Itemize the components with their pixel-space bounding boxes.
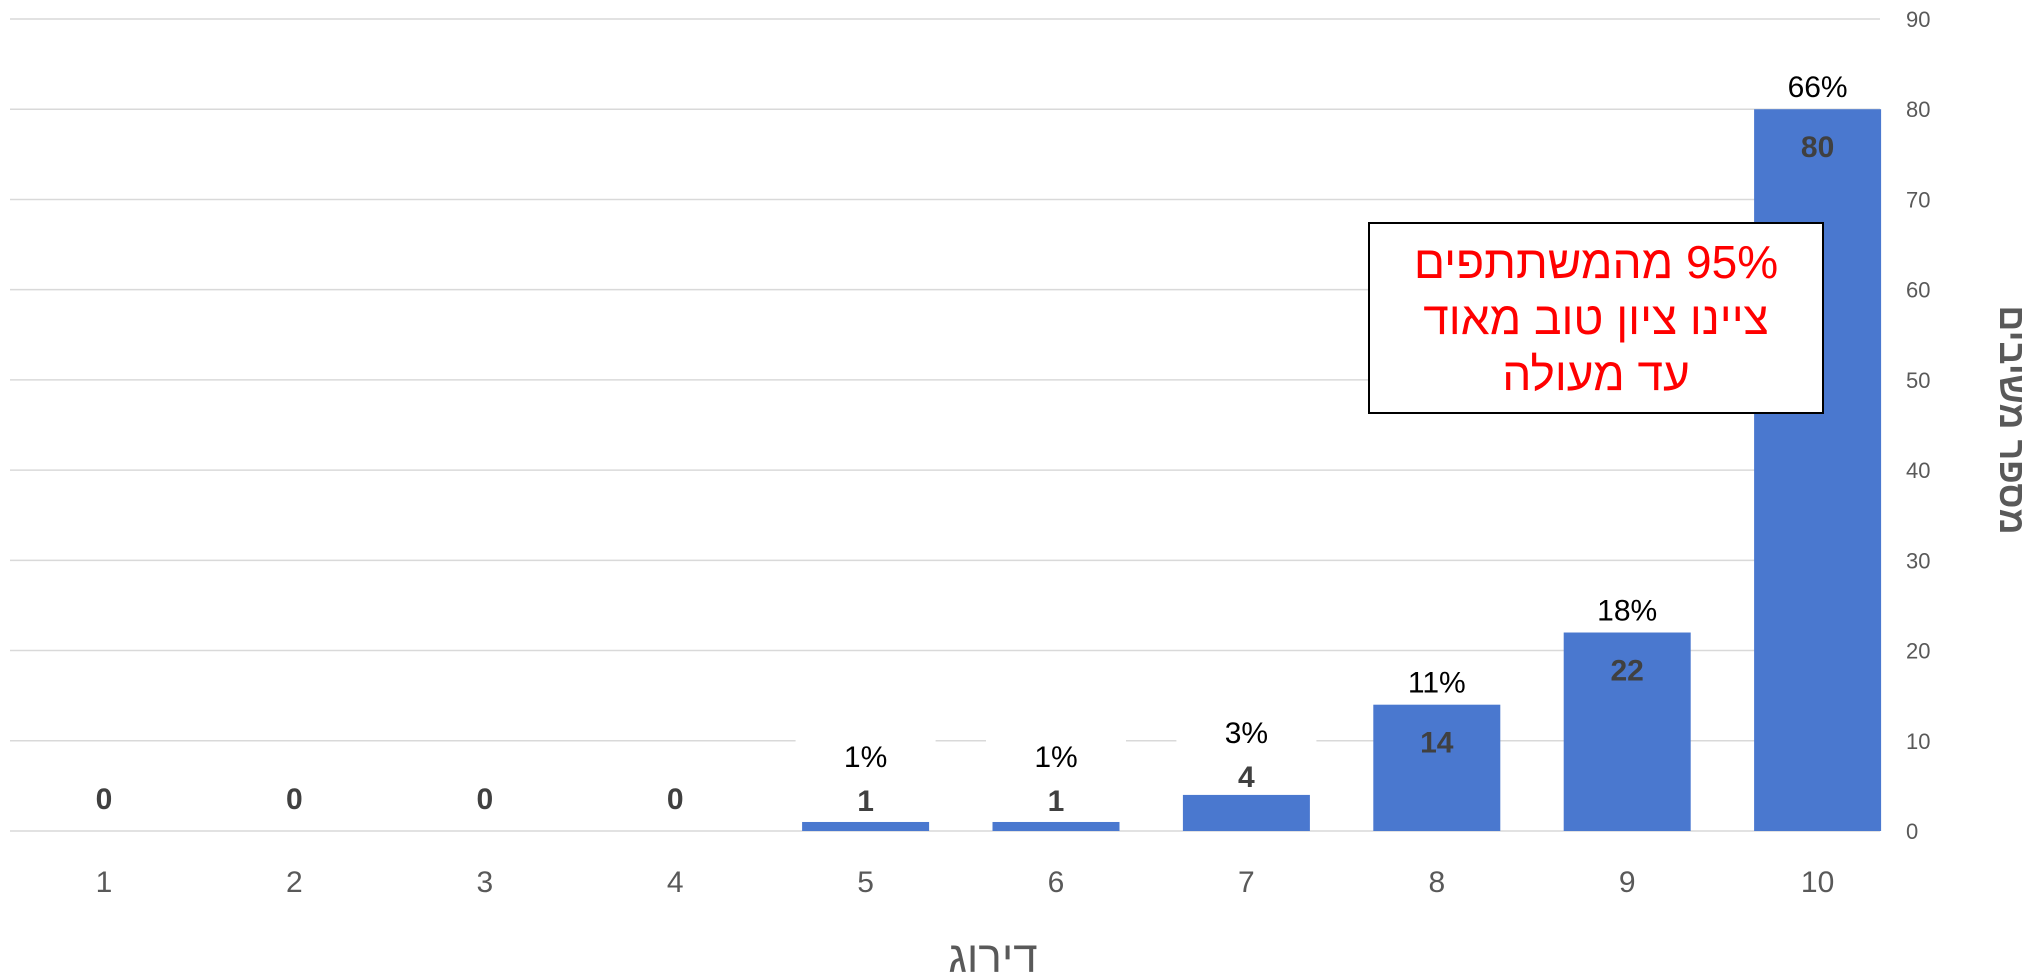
annotation-line-2: ציינו ציון טוב מאוד [1423,292,1769,344]
percent-label-bg [1366,662,1507,703]
percent-label-bg [795,737,936,777]
bar [992,821,1120,831]
value-label: 0 [476,783,493,816]
value-label: 0 [286,783,303,816]
value-label: 1 [1048,785,1065,818]
bar [1182,794,1310,831]
bar [1754,109,1882,831]
value-label: 0 [96,783,113,816]
bar [1373,704,1501,831]
x-axis-label: דירוג [948,933,1037,979]
percent-label-bg [986,737,1126,777]
bars [802,109,1882,831]
x-tick-label: 1 [96,866,113,899]
x-tick-label: 9 [1619,866,1636,899]
percent-label: 11% [1408,667,1466,700]
y-tick-label: 30 [1906,548,1930,573]
x-tick-label: 5 [857,866,874,899]
y-tick-label: 10 [1906,729,1930,754]
bar [1563,632,1691,831]
value-label: 1 [857,785,874,818]
y-axis-ticks: 0 10 20 30 40 50 60 70 80 90 [1906,7,1930,844]
x-tick-label: 10 [1801,866,1834,899]
y-tick-label: 50 [1906,368,1930,393]
y-tick-label: 70 [1906,187,1930,212]
annotation-line-3: עד מעולה [1502,348,1690,400]
annotation-callout: 95% מהמשתתפים ציינו ציון טוב מאוד עד מעו… [1368,222,1824,414]
value-label: 0 [667,783,684,816]
x-tick-label: 4 [667,866,684,899]
y-tick-label: 0 [1906,819,1918,844]
x-tick-label: 3 [476,866,493,899]
value-label: 4 [1238,761,1255,794]
percent-label-bg [1747,67,1888,108]
x-tick-label: 6 [1048,866,1065,899]
gridlines [10,18,1880,832]
x-tick-label: 8 [1428,866,1445,899]
value-label: 80 [1801,131,1834,164]
bar [802,821,930,831]
percent-label: 1% [1034,741,1077,774]
percent-label: 18% [1597,595,1657,628]
y-tick-label: 60 [1906,278,1930,303]
y-tick-label: 90 [1906,7,1930,32]
percent-label: 3% [1225,717,1268,750]
percent-label: 66% [1788,71,1848,104]
percent-label-bg [1176,712,1317,753]
annotation-line-1: 95% מהמשתתפים [1413,236,1779,288]
x-tick-label: 2 [286,866,303,899]
y-axis-label: מספר משיבים [1992,305,2031,534]
y-tick-label: 40 [1906,458,1930,483]
y-tick-label: 20 [1906,639,1930,664]
percent-label: 1% [844,741,887,774]
percent-label-bg [1557,590,1698,631]
x-axis-ticks: 1 2 3 4 5 6 7 8 9 10 [96,866,1835,899]
value-label: 22 [1611,655,1644,688]
x-tick-label: 7 [1238,866,1255,899]
value-label: 14 [1420,727,1454,760]
y-tick-label: 80 [1906,97,1930,122]
